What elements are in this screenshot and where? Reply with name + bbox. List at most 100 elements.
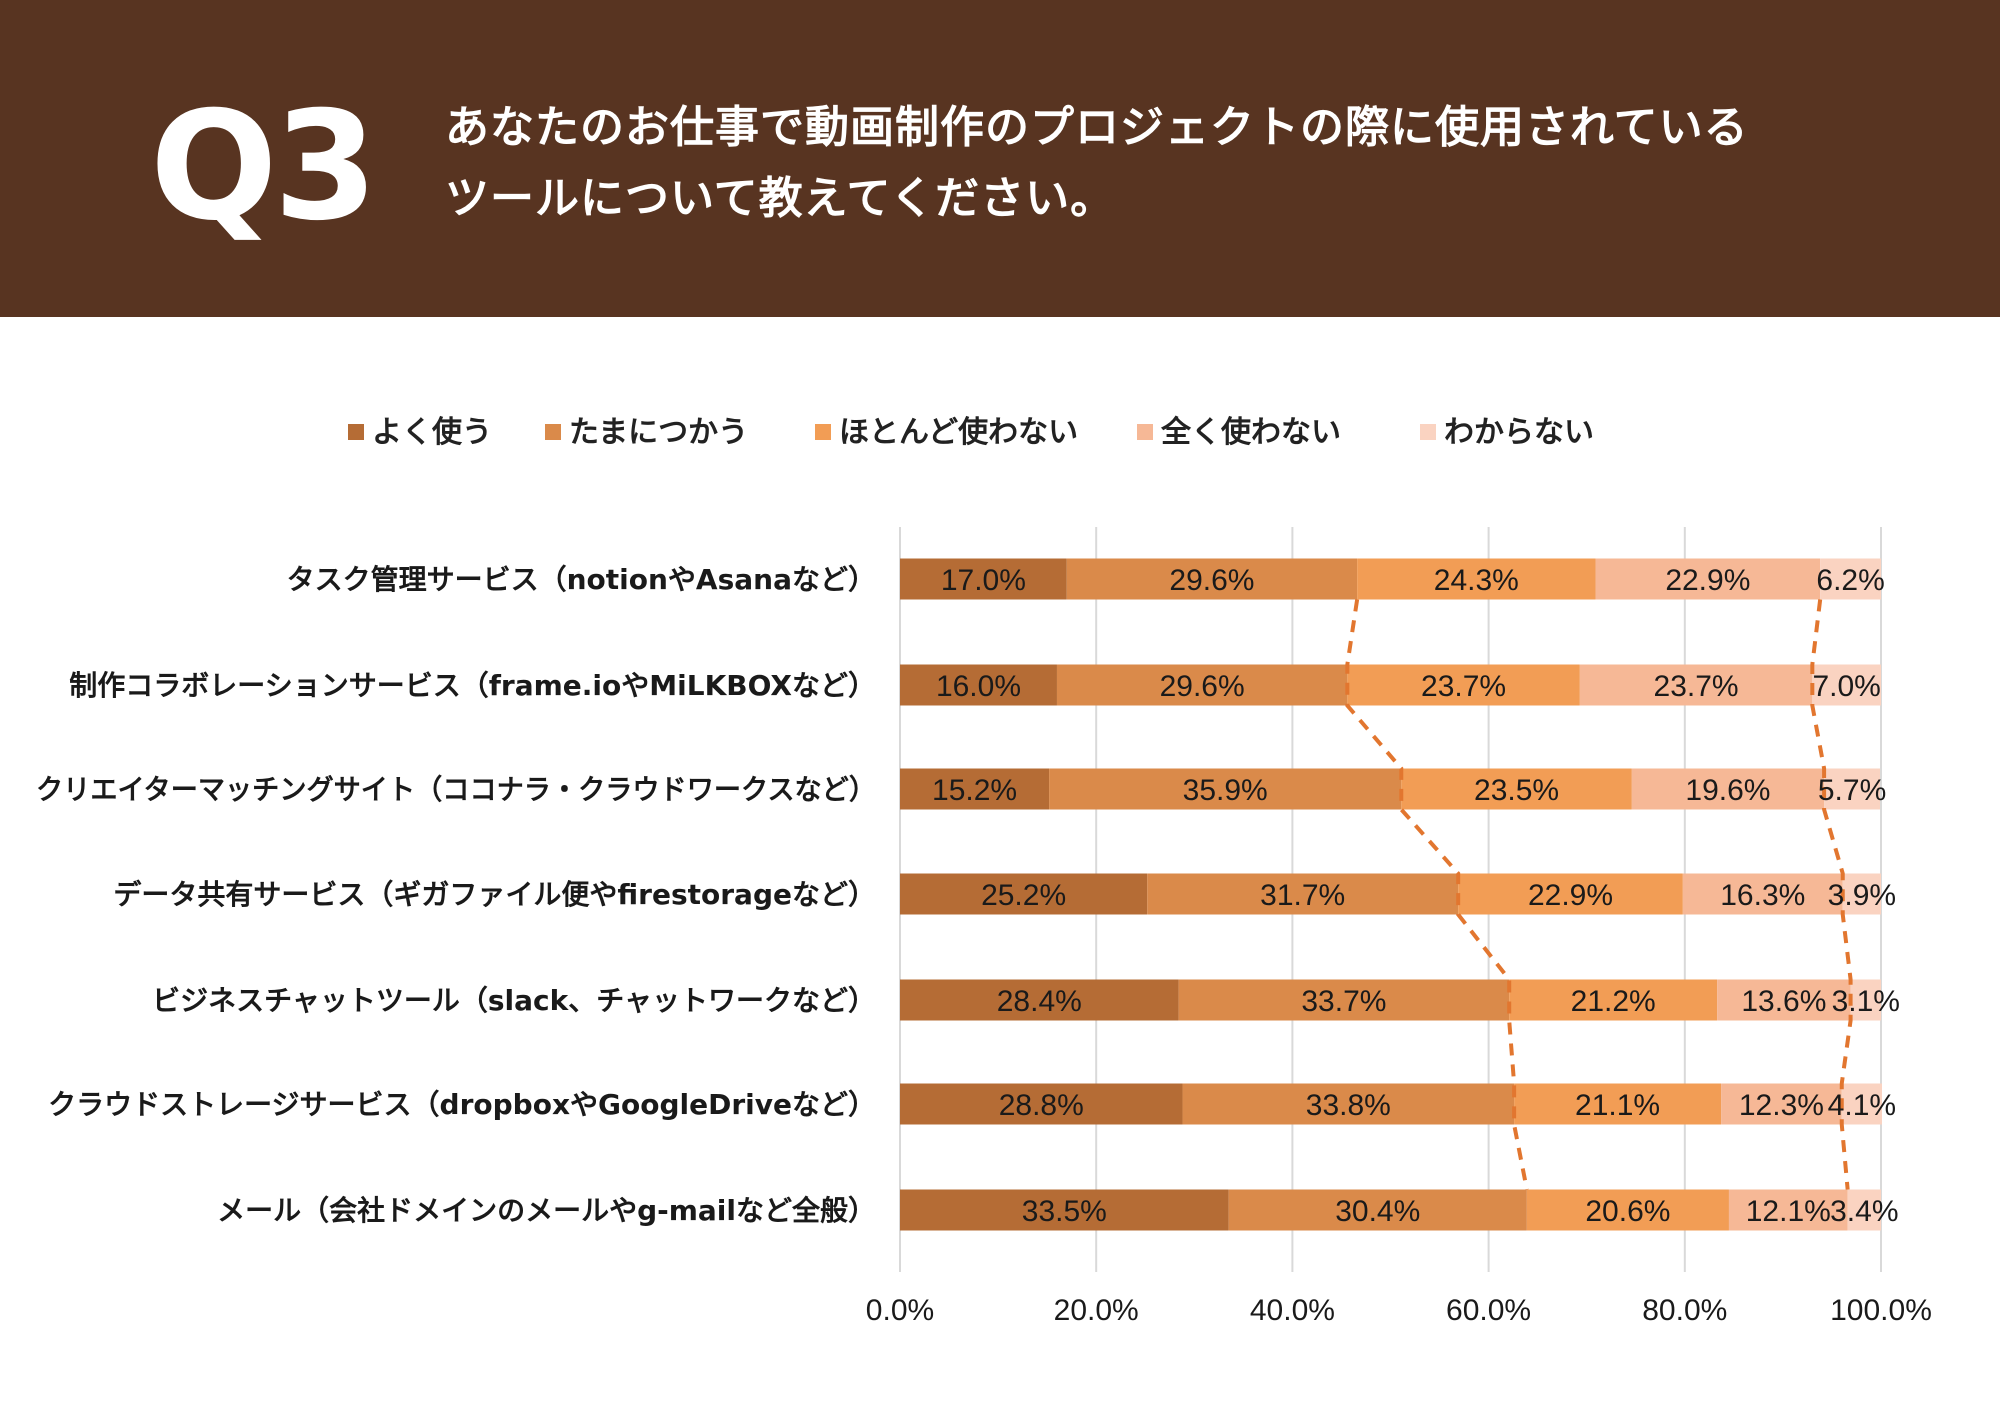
- stacked-bar-chart: よく使う たまにつかう ほとんど使わない 全く使わない わからない 17.0% 29.6%…: [36, 415, 1932, 1327]
- legend-label-3: ほとんど使わない: [839, 415, 1078, 450]
- question-number: Q3: [150, 80, 378, 254]
- bar-segment-r7-s2: [1228, 1189, 1527, 1231]
- category-label-6: クラウドストレージサービス（dropboxやGoogleDriveなど）: [48, 1088, 876, 1121]
- data-label-r1-s3: 24.3%: [1434, 564, 1519, 597]
- bar-segment-r1-s4: [1595, 558, 1821, 600]
- bar-segment-r1-s2: [1066, 558, 1358, 600]
- data-label-r4-s4: 16.3%: [1720, 879, 1805, 912]
- chart-category-labels: タスク管理サービス（notionやAsanaなど） 制作コラボレーションサービス（…: [36, 563, 876, 1227]
- data-label-r5-s4: 13.6%: [1741, 985, 1826, 1018]
- data-label-r4-s1: 25.2%: [981, 879, 1066, 912]
- x-tick-label-0: 0.0%: [866, 1294, 934, 1327]
- bar-segment-r5-s4: [1717, 979, 1851, 1021]
- data-label-r2-s3: 23.7%: [1421, 670, 1506, 703]
- data-label-r6-s4: 12.3%: [1739, 1089, 1824, 1122]
- bar-segment-r7-s5: [1847, 1189, 1881, 1231]
- data-label-r7-s5: 3.4%: [1830, 1195, 1898, 1228]
- data-label-r3-s4: 19.6%: [1685, 774, 1770, 807]
- data-label-r7-s3: 20.6%: [1585, 1195, 1670, 1228]
- x-tick-label-5: 100.0%: [1830, 1294, 1932, 1327]
- data-label-r3-s1: 15.2%: [932, 774, 1017, 807]
- bar-segment-r1-s3: [1357, 558, 1596, 600]
- bar-segment-r3-s3: [1401, 768, 1632, 810]
- legend-swatch-5: [1420, 424, 1436, 440]
- connector-line-1: [1345, 599, 1529, 1190]
- data-label-r5-s3: 21.2%: [1571, 985, 1656, 1018]
- bar-segment-r4-s2: [1147, 873, 1459, 915]
- bar-segment-r6-s3: [1514, 1083, 1722, 1125]
- chart-legend: よく使う たまにつかう ほとんど使わない 全く使わない わからない: [348, 415, 1594, 450]
- data-label-r5-s1: 28.4%: [997, 985, 1082, 1018]
- bar-segment-r2-s5: [1812, 664, 1881, 706]
- legend-label-4: 全く使わない: [1160, 415, 1341, 450]
- data-label-r6-s5: 4.1%: [1828, 1089, 1896, 1122]
- legend-swatch-1: [348, 424, 364, 440]
- bar-segment-r4-s1: [900, 873, 1148, 915]
- legend-label-1: よく使う: [372, 415, 492, 450]
- bar-segment-r4-s4: [1682, 873, 1843, 915]
- data-label-r7-s1: 33.5%: [1022, 1195, 1107, 1228]
- data-label-r3-s5: 5.7%: [1818, 774, 1886, 807]
- question-line-1: あなたのお仕事で動画制作のプロジェクトの際に使用されている: [445, 102, 1749, 153]
- bar-segment-r4-s5: [1842, 873, 1881, 915]
- category-label-4: データ共有サービス（ギガファイル便やfirestorageなど）: [113, 878, 876, 911]
- category-label-3: クリエイターマッチングサイト（ココナラ・クラウドワークスなど）: [36, 773, 876, 806]
- series-connector-lines: [1345, 599, 1853, 1190]
- data-label-r2-s5: 7.0%: [1812, 670, 1880, 703]
- data-label-r1-s5: 6.2%: [1816, 564, 1884, 597]
- chart-bars: [900, 558, 1882, 1231]
- legend-swatch-2: [545, 424, 561, 440]
- bar-segment-r6-s2: [1182, 1083, 1515, 1125]
- data-label-r4-s2: 31.7%: [1260, 879, 1345, 912]
- data-label-r6-s1: 28.8%: [999, 1089, 1084, 1122]
- bar-segment-r2-s2: [1056, 664, 1348, 706]
- category-label-7: メール（会社ドメインのメールやg-mailなど全般）: [217, 1194, 876, 1227]
- bar-segment-r2-s1: [900, 664, 1057, 706]
- bar-segment-r5-s5: [1850, 979, 1881, 1021]
- x-tick-label-4: 80.0%: [1642, 1294, 1727, 1327]
- data-label-r5-s2: 33.7%: [1301, 985, 1386, 1018]
- bar-segment-r3-s2: [1049, 768, 1402, 810]
- bar-segment-r6-s4: [1721, 1083, 1842, 1125]
- bar-segment-r6-s1: [900, 1083, 1183, 1125]
- data-label-r3-s2: 35.9%: [1183, 774, 1268, 807]
- chart-data-labels: 17.0% 29.6% 24.3% 22.9% 6.2% 16.0% 29.6% 23.7% 2…: [932, 564, 1900, 1228]
- connector-line-2: [1810, 599, 1853, 1190]
- legend-label-5: わからない: [1444, 415, 1594, 450]
- data-label-r4-s3: 22.9%: [1528, 879, 1613, 912]
- bar-segment-r2-s3: [1347, 664, 1580, 706]
- bar-segment-r7-s1: [900, 1189, 1229, 1231]
- data-label-r7-s2: 30.4%: [1335, 1195, 1420, 1228]
- bar-segment-r5-s1: [900, 979, 1179, 1021]
- data-label-r3-s3: 23.5%: [1474, 774, 1559, 807]
- category-label-5: ビジネスチャットツール（slack、チャットワークなど）: [152, 984, 876, 1017]
- data-label-r1-s4: 22.9%: [1665, 564, 1750, 597]
- question-header: Q3 あなたのお仕事で動画制作のプロジェクトの際に使用されている ツールについて…: [0, 0, 2000, 317]
- legend-swatch-3: [815, 424, 831, 440]
- data-label-r1-s2: 29.6%: [1169, 564, 1254, 597]
- data-label-r4-s5: 3.9%: [1828, 879, 1896, 912]
- x-tick-label-1: 20.0%: [1054, 1294, 1139, 1327]
- x-tick-label-2: 40.0%: [1250, 1294, 1335, 1327]
- data-label-r7-s4: 12.1%: [1746, 1195, 1831, 1228]
- bar-segment-r7-s3: [1526, 1189, 1729, 1231]
- bar-segment-r3-s4: [1631, 768, 1825, 810]
- bar-segment-r6-s5: [1841, 1083, 1882, 1125]
- bar-segment-r1-s5: [1820, 558, 1881, 600]
- data-label-r6-s3: 21.1%: [1575, 1089, 1660, 1122]
- bar-segment-r7-s4: [1728, 1189, 1848, 1231]
- data-label-r2-s2: 29.6%: [1160, 670, 1245, 703]
- bar-segment-r5-s3: [1509, 979, 1718, 1021]
- legend-label-2: たまにつかう: [569, 415, 748, 450]
- bar-segment-r3-s1: [900, 768, 1050, 810]
- data-label-r6-s2: 33.8%: [1306, 1089, 1391, 1122]
- data-label-r5-s5: 3.1%: [1832, 985, 1900, 1018]
- data-label-r1-s1: 17.0%: [941, 564, 1026, 597]
- bar-segment-r3-s5: [1824, 768, 1881, 810]
- category-label-2: 制作コラボレーションサービス（frame.ioやMiLKBOXなど）: [69, 669, 876, 702]
- question-line-2: ツールについて教えてください。: [445, 173, 1116, 224]
- chart-x-axis-ticks: 0.0% 20.0% 40.0% 60.0% 80.0% 100.0%: [866, 1294, 1932, 1327]
- bar-segment-r2-s4: [1579, 664, 1813, 706]
- bar-segment-r1-s1: [900, 558, 1067, 600]
- x-tick-label-3: 60.0%: [1446, 1294, 1531, 1327]
